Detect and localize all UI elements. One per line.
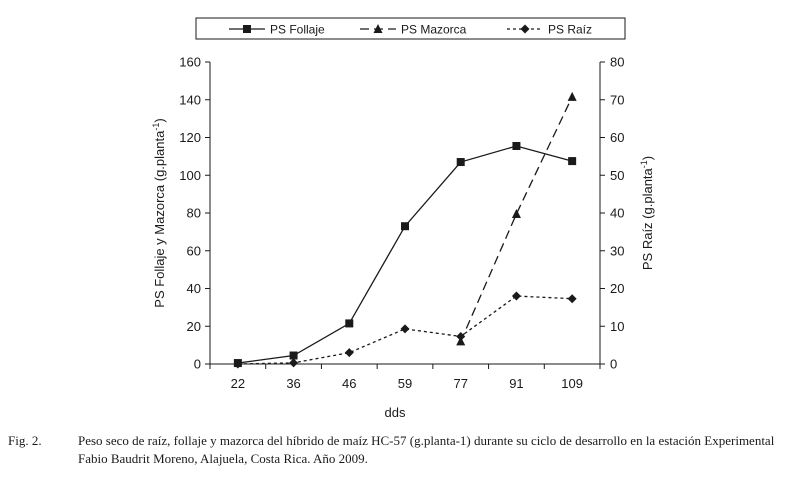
right-y-tick-label: 50: [610, 168, 624, 183]
data-point-ps-raiz: [289, 358, 299, 368]
left-y-axis-title-sup: -1: [151, 123, 161, 131]
right-y-tick-label: 0: [610, 357, 617, 372]
left-y-axis-title-close: ): [152, 118, 167, 122]
left-y-tick-label: 100: [179, 168, 201, 183]
right-y-ticks: 0 10 20 30 40 50 60 70 80: [600, 55, 624, 372]
right-y-axis-title: PS Raíz (g.planta-1): [639, 156, 655, 270]
right-y-axis-title-close: ): [640, 156, 655, 160]
data-point-ps-raiz: [233, 359, 243, 369]
data-point-ps-follaje: [345, 319, 354, 328]
x-axis-title: dds: [385, 405, 406, 420]
x-tick-label: 22: [231, 376, 245, 391]
data-point-ps-raiz: [567, 294, 577, 304]
right-y-tick-label: 70: [610, 92, 624, 107]
right-y-tick-label: 80: [610, 55, 624, 70]
legend-item-ps-follaje: PS Follaje: [229, 23, 325, 37]
x-ticks: 22 36 46 59 77 91 109: [209, 364, 601, 391]
series-ps-raiz: [233, 291, 577, 369]
right-y-tick-label: 60: [610, 130, 624, 145]
data-point-ps-mazorca: [567, 91, 577, 101]
left-y-tick-label: 20: [187, 319, 201, 334]
data-point-ps-follaje: [512, 141, 521, 150]
figure-number: Fig. 2.: [8, 433, 42, 448]
left-y-tick-label: 40: [187, 281, 201, 296]
left-y-axis-title-main: PS Follaje y Mazorca (g.planta: [152, 130, 167, 308]
right-y-axis-title-main: PS Raíz (g.planta: [640, 167, 655, 270]
x-tick-label: 59: [398, 376, 412, 391]
x-tick-label: 46: [342, 376, 356, 391]
x-tick-label: 109: [561, 376, 583, 391]
legend-label: PS Raíz: [548, 23, 592, 37]
left-y-axis-title: PS Follaje y Mazorca (g.planta-1): [151, 118, 167, 307]
series-ps-follaje: [233, 141, 577, 368]
data-point-ps-raiz: [400, 324, 410, 334]
data-point-ps-mazorca: [511, 208, 521, 218]
data-point-ps-raiz: [344, 348, 354, 358]
right-y-tick-label: 20: [610, 281, 624, 296]
legend-item-ps-raiz: PS Raíz: [507, 23, 592, 37]
line-chart: PS Follaje PS Mazorca PS Raíz 020406080100…: [151, 17, 655, 420]
left-y-tick-label: 80: [187, 206, 201, 221]
right-y-tick-label: 30: [610, 243, 624, 258]
legend: PS Follaje PS Mazorca PS Raíz: [195, 17, 626, 40]
left-y-tick-label: 160: [179, 55, 201, 70]
x-tick-label: 91: [509, 376, 523, 391]
data-point-ps-follaje: [456, 158, 465, 167]
data-point-ps-follaje: [568, 157, 577, 166]
left-y-ticks: 0 20 40 60 80 100 120 140 160: [179, 55, 210, 372]
right-y-tick-label: 10: [610, 319, 624, 334]
series-ps-mazorca: [456, 91, 577, 346]
legend-box: [195, 17, 626, 40]
right-y-axis-title-sup: -1: [639, 160, 649, 168]
series-layer: [233, 91, 577, 369]
left-y-tick-label: 140: [179, 92, 201, 107]
data-point-ps-raiz: [511, 291, 521, 301]
legend-marker: [243, 25, 251, 33]
legend-marker: [373, 24, 383, 33]
left-y-tick-label: 120: [179, 130, 201, 145]
figure-caption-text: Peso seco de raíz, follaje y mazorca del…: [78, 433, 775, 466]
left-y-tick-label: 60: [187, 243, 201, 258]
x-tick-label: 36: [286, 376, 300, 391]
data-point-ps-raiz: [456, 331, 466, 341]
data-point-ps-follaje: [289, 351, 298, 360]
series-line-ps-mazorca: [460, 96, 573, 342]
legend-label: PS Mazorca: [401, 23, 467, 37]
legend-label: PS Follaje: [270, 23, 325, 37]
x-tick-label: 77: [453, 376, 467, 391]
legend-item-ps-mazorca: PS Mazorca: [360, 23, 467, 37]
right-y-tick-label: 40: [610, 206, 624, 221]
legend-marker: [520, 24, 530, 34]
data-point-ps-follaje: [401, 222, 409, 231]
left-y-tick-label: 0: [194, 357, 201, 372]
